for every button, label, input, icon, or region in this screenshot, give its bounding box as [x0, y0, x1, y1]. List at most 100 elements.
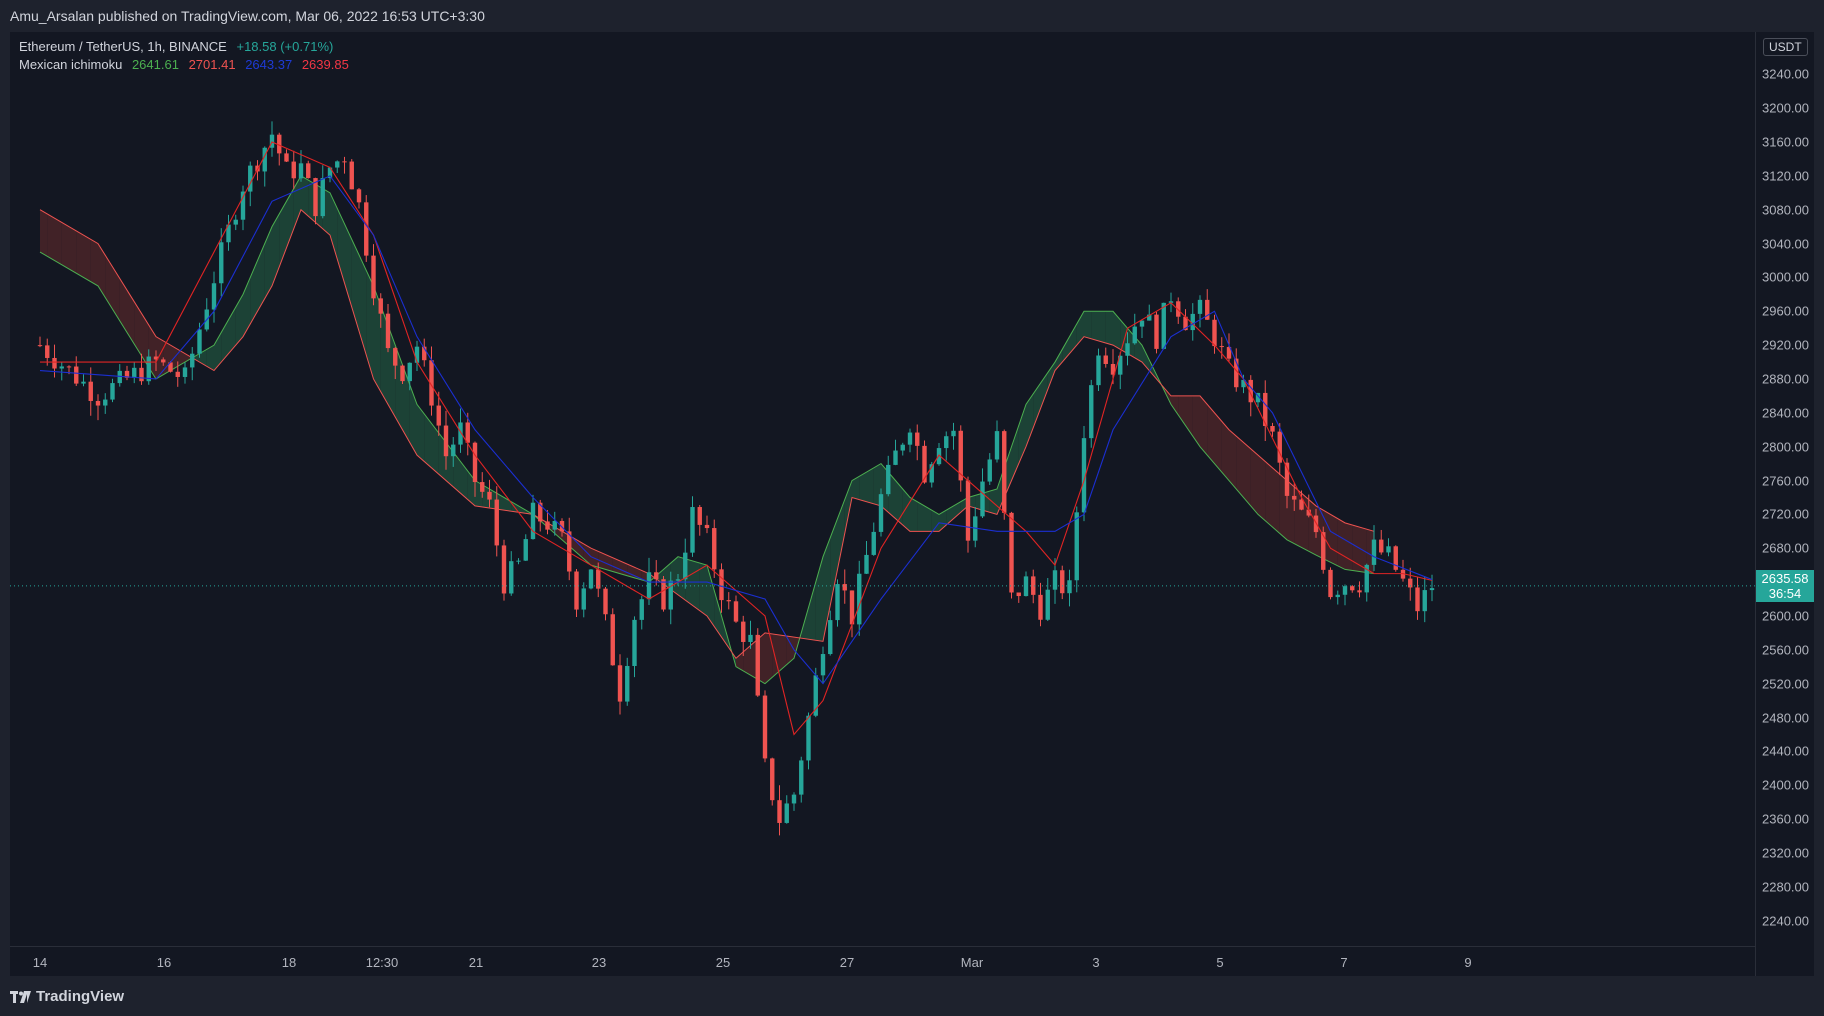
time-tick: 3	[1092, 955, 1100, 970]
cloud-segment	[1221, 421, 1229, 481]
tradingview-brand: TradingView	[36, 988, 125, 1005]
cloud-segment	[1229, 429, 1237, 489]
candle	[1350, 585, 1355, 593]
candle	[777, 785, 782, 836]
candle	[1125, 332, 1130, 366]
cloud-segment	[953, 501, 961, 519]
cloud-segment	[235, 294, 243, 346]
time-tick: 5	[1216, 955, 1224, 970]
candle	[1342, 584, 1348, 606]
candle	[226, 214, 231, 251]
cloud-segment	[264, 226, 272, 299]
candle	[378, 293, 383, 328]
symbol-legend-row[interactable]: Ethereum / TetherUS, 1h, BINANCE +18.58 …	[19, 38, 355, 56]
candle	[1357, 581, 1362, 598]
candle	[371, 244, 376, 306]
cloud-segment	[692, 560, 700, 611]
cloud-segment	[1337, 518, 1345, 570]
cloud-segment	[243, 277, 251, 337]
plot-area[interactable]	[10, 32, 1755, 946]
candle	[161, 357, 166, 366]
candle	[791, 792, 797, 811]
candle	[117, 364, 122, 387]
cloud-segment	[837, 499, 845, 570]
indicator-legend-row[interactable]: Mexican ichimoku 2641.61 2701.41 2643.37…	[19, 56, 355, 74]
price-tick: 2800.00	[1762, 439, 1809, 455]
candle	[298, 150, 304, 182]
candle	[900, 442, 905, 456]
cloud-segment	[460, 461, 468, 500]
price-tick: 2400.00	[1762, 777, 1809, 793]
candle	[1190, 303, 1195, 341]
candle	[480, 472, 485, 498]
cloud-segment	[1265, 461, 1273, 528]
candle	[487, 479, 492, 508]
legend: Ethereum / TetherUS, 1h, BINANCE +18.58 …	[19, 38, 355, 74]
time-tick: 21	[468, 955, 484, 970]
cloud-segment	[54, 218, 62, 265]
candle	[1074, 506, 1079, 593]
candle	[59, 362, 64, 381]
candlesticks	[37, 121, 1435, 836]
candle	[1176, 297, 1181, 324]
cloud-segment	[112, 266, 120, 321]
price-tick: 2920.00	[1762, 337, 1809, 353]
cloud-segment	[917, 501, 925, 532]
cloud-segment	[910, 497, 918, 532]
candle	[893, 439, 898, 466]
cloud-segment	[844, 480, 852, 534]
cloud-segment	[351, 239, 359, 332]
cloud-segment	[1171, 395, 1179, 415]
last-price-value: 2635.58	[1761, 570, 1809, 586]
time-axis[interactable]: 14 16 18 12:30 21 23 25 27 Mar 3 5 7 9	[10, 946, 1755, 977]
candle	[820, 646, 826, 683]
cloud-segment	[1084, 311, 1092, 339]
candle	[545, 510, 550, 535]
candle	[182, 362, 188, 384]
time-tick: Mar	[960, 955, 984, 970]
cloud-segment	[76, 230, 84, 278]
currency-unit-button[interactable]: USDT	[1763, 38, 1808, 56]
candle	[1219, 337, 1224, 359]
candle	[1263, 380, 1268, 441]
candle	[364, 195, 369, 262]
bar-countdown: 36:54	[1768, 585, 1802, 601]
cloud-segment	[808, 582, 816, 641]
cloud-segment	[1105, 311, 1113, 346]
candle	[632, 616, 637, 678]
price-tick: 3000.00	[1762, 269, 1809, 285]
candle	[132, 362, 137, 384]
price-tick: 2680.00	[1762, 540, 1809, 556]
footer: TradingView	[0, 984, 300, 1014]
cloud-segment	[98, 243, 106, 298]
candle	[965, 476, 971, 553]
cloud-segment	[257, 243, 265, 312]
cloud-segment	[1345, 522, 1353, 571]
candle	[494, 486, 499, 557]
cloud-segment	[431, 423, 439, 475]
candle	[516, 558, 521, 565]
chart-pane[interactable]: Ethereum / TetherUS, 1h, BINANCE +18.58 …	[10, 32, 1814, 976]
candle	[1393, 545, 1398, 572]
price-tick: 2520.00	[1762, 676, 1809, 692]
candle	[958, 425, 963, 492]
price-tick: 3160.00	[1762, 134, 1809, 150]
candle	[849, 590, 855, 638]
time-tick: 23	[591, 955, 607, 970]
candle	[1038, 582, 1043, 627]
cloud-segment	[1091, 311, 1099, 341]
cloud-segment	[119, 278, 127, 333]
candle	[770, 757, 775, 806]
cloud-segment	[206, 345, 214, 371]
price-axis[interactable]: 3240.00 3200.00 3160.00 3120.00 3080.00 3040.…	[1755, 32, 1815, 976]
time-tick: 16	[156, 955, 172, 970]
time-tick: 25	[715, 955, 731, 970]
candle	[429, 346, 434, 416]
candle	[509, 551, 514, 596]
candle	[37, 336, 43, 348]
candle	[806, 712, 811, 770]
candle	[907, 428, 913, 453]
candle	[690, 496, 695, 557]
candle	[284, 149, 289, 162]
tradingview-logo[interactable]: TradingView	[10, 988, 124, 1005]
